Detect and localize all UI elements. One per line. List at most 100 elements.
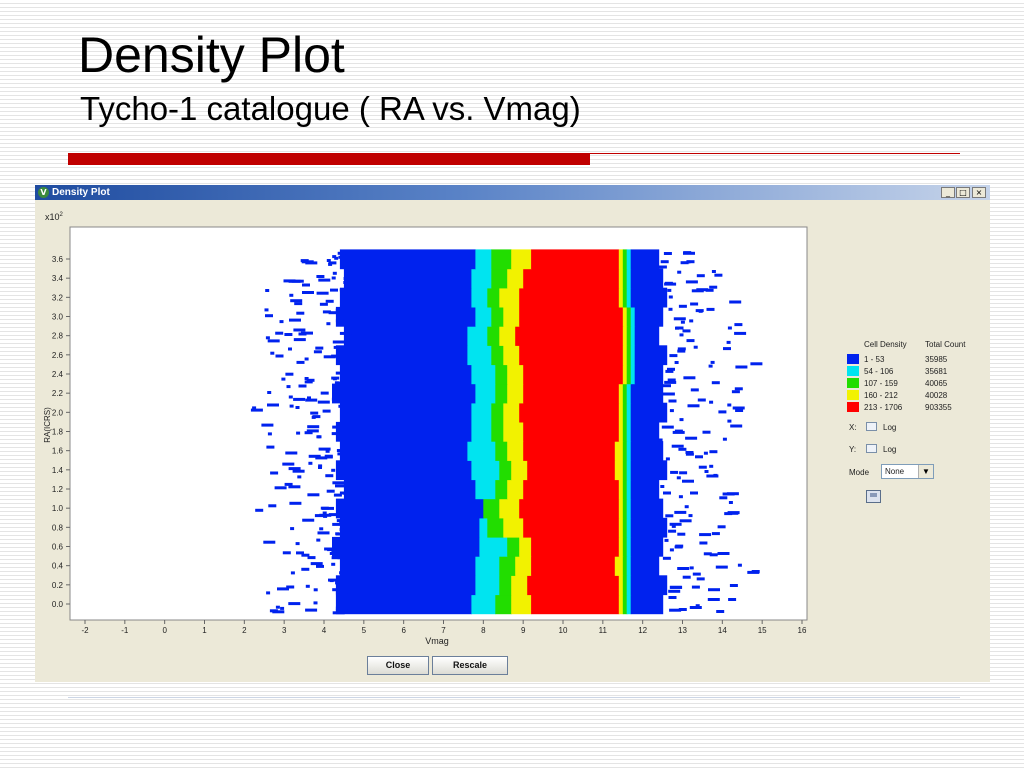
legend-entry: 54 - 106 35681 xyxy=(844,366,984,378)
legend-range: 213 - 1706 xyxy=(864,403,903,412)
mode-select-value: None xyxy=(885,467,905,476)
density-cell xyxy=(264,308,269,312)
density-cell xyxy=(339,402,472,423)
close-icon[interactable]: × xyxy=(972,187,986,198)
density-cell xyxy=(294,302,303,306)
x-log-checkbox[interactable] xyxy=(866,422,877,431)
density-cell xyxy=(334,381,339,385)
mode-label: Mode xyxy=(849,468,870,477)
density-cell xyxy=(302,283,310,287)
density-cell xyxy=(334,256,339,260)
density-cell xyxy=(702,430,711,434)
save-icon[interactable] xyxy=(866,490,881,503)
rescale-button[interactable]: Rescale xyxy=(432,656,508,675)
density-cell xyxy=(316,291,329,295)
save-icon-label-plate xyxy=(870,493,877,497)
density-cell xyxy=(697,398,706,402)
density-cell xyxy=(301,567,310,571)
density-cell xyxy=(339,528,344,532)
density-cell xyxy=(491,306,504,327)
density-cell xyxy=(622,575,628,596)
density-cell xyxy=(665,514,674,518)
density-cell xyxy=(343,479,476,500)
legend-range: 54 - 106 xyxy=(864,367,894,376)
density-cell xyxy=(286,585,295,589)
chevron-down-icon[interactable]: ▼ xyxy=(918,465,933,478)
density-cell xyxy=(658,265,667,269)
density-cell xyxy=(295,542,300,546)
y-tick-label: 2.4 xyxy=(52,370,64,379)
density-cell xyxy=(503,345,520,366)
density-cell xyxy=(267,391,272,394)
y-tick-label: 0.6 xyxy=(52,543,64,552)
density-cell xyxy=(284,482,293,486)
density-cell xyxy=(266,445,275,449)
density-cell xyxy=(296,551,304,555)
y-tick-label: 0.8 xyxy=(52,523,64,532)
density-cell xyxy=(503,517,524,538)
density-cell xyxy=(734,331,747,335)
density-cell xyxy=(511,575,528,596)
x-log-label: Log xyxy=(883,423,897,432)
y-scale-base: x10 xyxy=(45,212,60,222)
density-cell xyxy=(263,540,276,544)
footer-rule xyxy=(68,697,960,698)
x-tick-label: 2 xyxy=(242,626,247,635)
close-button[interactable]: Close xyxy=(367,656,429,675)
density-cell xyxy=(499,575,512,596)
density-cell xyxy=(668,529,677,533)
density-cell xyxy=(467,441,496,461)
density-cell xyxy=(293,397,306,401)
density-cell xyxy=(337,381,350,385)
y-log-checkbox[interactable] xyxy=(866,444,877,453)
density-cell xyxy=(622,594,628,615)
density-cell xyxy=(338,255,343,259)
x-tick-label: 4 xyxy=(322,626,327,635)
density-cell xyxy=(288,279,301,283)
density-cell xyxy=(320,391,329,395)
density-cell xyxy=(332,377,337,381)
window-titlebar[interactable]: V Density Plot _ □ × xyxy=(35,185,990,200)
density-cell xyxy=(677,347,686,351)
density-cell xyxy=(339,556,476,576)
density-cell xyxy=(630,306,636,327)
density-cell xyxy=(267,432,272,436)
density-cell xyxy=(531,594,620,615)
y-tick-label: 3.2 xyxy=(52,293,64,302)
density-cell xyxy=(665,457,670,461)
density-cell xyxy=(686,260,695,264)
minimize-icon[interactable]: _ xyxy=(941,187,955,198)
x-tick-label: 6 xyxy=(401,626,406,635)
density-cell xyxy=(665,369,674,373)
density-cell xyxy=(331,550,344,554)
density-cell xyxy=(332,481,345,485)
density-cell xyxy=(335,532,340,536)
x-tick-label: 1 xyxy=(202,626,207,635)
density-cell xyxy=(302,518,315,522)
density-cell xyxy=(277,587,289,591)
mode-select[interactable]: None ▼ xyxy=(881,464,934,479)
density-cell xyxy=(626,594,632,615)
density-cell xyxy=(622,383,628,404)
density-cell xyxy=(519,498,620,519)
y-axis-label: RA(ICRS) xyxy=(43,407,52,443)
density-cell xyxy=(280,606,285,610)
legend-count: 40065 xyxy=(925,379,948,388)
density-cell xyxy=(507,441,524,461)
density-cell xyxy=(622,498,628,519)
x-tick-label: 3 xyxy=(282,626,287,635)
density-cell xyxy=(339,571,348,574)
density-cell xyxy=(674,545,683,549)
density-cell xyxy=(711,381,720,385)
density-cell xyxy=(325,299,334,303)
density-cell xyxy=(335,308,340,312)
density-cell xyxy=(503,306,520,327)
maximize-icon[interactable]: □ xyxy=(956,187,970,198)
density-cell xyxy=(751,570,760,573)
density-cell xyxy=(729,300,742,304)
density-cell xyxy=(722,437,727,441)
density-cell xyxy=(662,392,675,396)
density-cell xyxy=(329,552,338,555)
legend-swatch xyxy=(847,366,859,376)
density-cell xyxy=(499,460,512,481)
